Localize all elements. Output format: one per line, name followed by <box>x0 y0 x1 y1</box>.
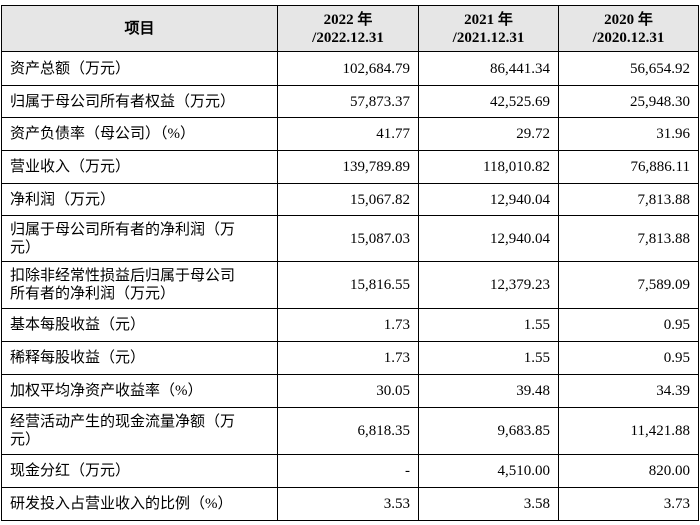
value-cell: 34.39 <box>558 374 699 408</box>
label-cell: 基本每股收益（元） <box>1 308 278 342</box>
label-cell: 资产负债率（母公司）（%） <box>1 117 278 151</box>
value-cell: 12,940.04 <box>418 183 559 216</box>
cell-line: 扣除非经常性损益后归属于母公司 <box>10 268 236 284</box>
value-cell: 1.55 <box>418 341 559 375</box>
value-cell: 42,525.69 <box>418 85 559 118</box>
table-row: 净利润（万元） 15,067.82 12,940.04 7,813.88 <box>1 183 699 216</box>
label-cell: 现金分红（万元） <box>1 454 278 488</box>
value-cell: 118,010.82 <box>418 150 559 184</box>
header-cell: 2020 年/2020.12.31 <box>558 5 699 52</box>
table-row: 归属于母公司所有者权益（万元） 57,873.37 42,525.69 25,948.… <box>1 85 699 118</box>
cell-line: 元） <box>10 239 41 256</box>
table-row: 研发投入占营业收入的比例（%） 3.53 3.58 3.73 <box>1 487 699 521</box>
cell-line: 2020 年 <box>604 11 653 28</box>
cell-line: /2020.12.31 <box>592 29 665 46</box>
value-cell: 3.58 <box>418 487 559 521</box>
cell-line: 归属于母公司所有者的净利润（万 <box>10 221 236 238</box>
value-cell: 7,813.88 <box>558 215 699 262</box>
value-cell: 76,886.11 <box>558 150 699 184</box>
value-cell: 0.95 <box>558 308 699 342</box>
value-cell: - <box>277 454 419 488</box>
value-cell: 1.73 <box>277 341 419 375</box>
value-cell: 3.73 <box>558 487 699 521</box>
table-row: 经营活动产生的现金流量净额（万 元） 6,818.35 9,683.85 11,421.… <box>1 407 699 455</box>
label-cell: 资产总额（万元） <box>1 51 278 86</box>
value-cell: 30.05 <box>277 374 419 408</box>
table-row: 稀释每股收益（元） 1.73 1.55 0.95 <box>1 341 699 375</box>
cell-line: 元） <box>10 432 41 448</box>
cell-line: /2021.12.31 <box>452 29 525 46</box>
value-cell: 12,940.04 <box>418 215 559 262</box>
table-row: 扣除非经常性损益后归属于母公司 所有者的净利润（万元） 15,816.55 12,37… <box>1 261 699 309</box>
label-cell: 研发投入占营业收入的比例（%） <box>1 487 278 521</box>
cell-line: 现金分红（万元） <box>10 463 131 479</box>
value-cell: 56,654.92 <box>558 51 699 86</box>
cell-line: 2022 年 <box>323 11 373 28</box>
label-cell: 归属于母公司所有者权益（万元） <box>1 85 278 118</box>
cell-line: /2022.12.31 <box>312 29 384 46</box>
value-cell: 29.72 <box>418 117 559 151</box>
cell-line: 归属于母公司所有者权益（万元） <box>10 93 236 110</box>
cell-line: 净利润（万元） <box>10 191 116 208</box>
table-row: 基本每股收益（元） 1.73 1.55 0.95 <box>1 308 699 342</box>
value-cell: 1.55 <box>418 308 559 342</box>
value-cell: 1.73 <box>277 308 419 342</box>
table-row: 营业收入（万元） 139,789.89 118,010.82 76,886.11 <box>1 150 699 184</box>
cell-line: 稀释每股收益（元） <box>10 350 146 366</box>
table-body: 资产总额（万元） 102,684.79 86,441.34 56,654.92 归属于母… <box>1 51 699 521</box>
label-cell: 归属于母公司所有者的净利润（万 元） <box>1 215 278 262</box>
value-cell: 139,789.89 <box>277 150 419 184</box>
table-row: 现金分红（万元） -4,510.00 820.00 <box>1 454 699 488</box>
header-cell: 2022 年/2022.12.31 <box>277 5 419 52</box>
value-cell: 15,067.82 <box>277 183 419 216</box>
value-cell: 15,816.55 <box>277 261 419 309</box>
value-cell: 57,873.37 <box>277 85 419 118</box>
value-cell: 11,421.88 <box>558 407 699 455</box>
value-cell: 15,087.03 <box>277 215 419 262</box>
label-cell: 净利润（万元） <box>1 183 278 216</box>
cell-line: 加权平均净资产收益率（%） <box>10 383 203 399</box>
value-cell: 6,818.35 <box>277 407 419 455</box>
value-cell: 12,379.23 <box>418 261 559 309</box>
cell-line: 经营活动产生的现金流量净额（万 <box>10 414 236 430</box>
header-cell: 2021 年/2021.12.31 <box>418 5 559 52</box>
label-cell: 扣除非经常性损益后归属于母公司 所有者的净利润（万元） <box>1 261 278 309</box>
header-row: 项目 2022 年/2022.12.31 2021 年/2021.12.31 2020… <box>1 5 699 52</box>
value-cell: 31.96 <box>558 117 699 151</box>
cell-line: 资产总额（万元） <box>10 60 131 77</box>
cell-line: 研发投入占营业收入的比例（%） <box>10 496 233 512</box>
cell-line: 资产负债率（母公司）（%） <box>10 126 195 142</box>
cell-line: 所有者的净利润（万元） <box>10 286 176 302</box>
label-cell: 经营活动产生的现金流量净额（万 元） <box>1 407 278 455</box>
label-cell: 营业收入（万元） <box>1 150 278 184</box>
value-cell: 86,441.34 <box>418 51 559 86</box>
header-cell: 项目 <box>1 5 278 52</box>
value-cell: 25,948.30 <box>558 85 699 118</box>
financial-table: 项目 2022 年/2022.12.31 2021 年/2021.12.31 2020… <box>1 5 699 521</box>
value-cell: 0.95 <box>558 341 699 375</box>
value-cell: 7,813.88 <box>558 183 699 216</box>
value-cell: 102,684.79 <box>277 51 419 86</box>
value-cell: 41.77 <box>277 117 419 151</box>
table-row: 资产负债率（母公司）（%） 41.77 29.72 31.96 <box>1 117 699 151</box>
cell-line: 基本每股收益（元） <box>10 317 146 333</box>
cell-line: 2021 年 <box>464 11 513 28</box>
table-row: 资产总额（万元） 102,684.79 86,441.34 56,654.92 <box>1 51 699 86</box>
table-row: 加权平均净资产收益率（%） 30.05 39.48 34.39 <box>1 374 699 408</box>
cell-line: 营业收入（万元） <box>10 159 131 175</box>
cell-line: 项目 <box>124 20 155 37</box>
value-cell: 3.53 <box>277 487 419 521</box>
value-cell: 820.00 <box>558 454 699 488</box>
value-cell: 4,510.00 <box>418 454 559 488</box>
value-cell: 39.48 <box>418 374 559 408</box>
label-cell: 加权平均净资产收益率（%） <box>1 374 278 408</box>
table-row: 归属于母公司所有者的净利润（万 元） 15,087.03 12,940.04 7,813… <box>1 215 699 262</box>
value-cell: 7,589.09 <box>558 261 699 309</box>
value-cell: 9,683.85 <box>418 407 559 455</box>
label-cell: 稀释每股收益（元） <box>1 341 278 375</box>
